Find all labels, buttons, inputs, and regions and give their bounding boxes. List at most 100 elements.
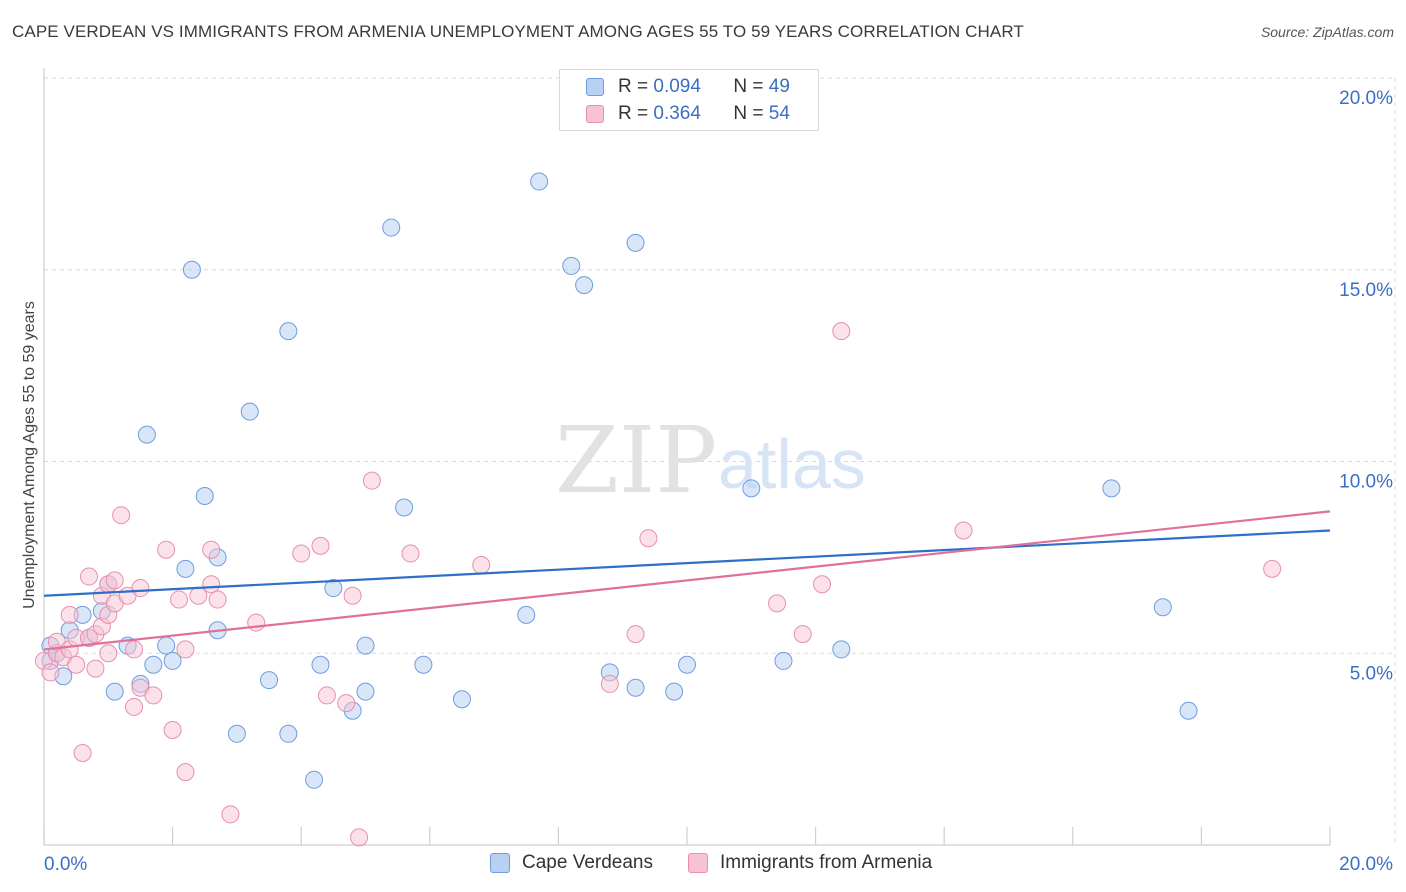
data-point-cape-verdean xyxy=(182,260,201,279)
legend-item-cape-verdeans: Cape Verdeans xyxy=(490,852,653,874)
blue-swatch xyxy=(490,853,510,873)
data-point-armenia xyxy=(813,575,832,594)
data-point-armenia xyxy=(311,536,330,555)
series-legend: Cape Verdeans Immigrants from Armenia xyxy=(0,852,1406,878)
data-point-armenia xyxy=(401,544,420,563)
data-point-cape-verdean xyxy=(157,636,176,655)
data-point-armenia xyxy=(247,613,266,632)
watermark: ZIP atlas xyxy=(555,407,866,514)
data-point-cape-verdean xyxy=(414,655,433,674)
data-point-armenia xyxy=(86,659,105,678)
pink-swatch xyxy=(688,853,708,873)
source-credit: Source: ZipAtlas.com xyxy=(1260,24,1394,40)
data-point-cape-verdean xyxy=(530,172,549,191)
data-point-cape-verdean xyxy=(832,640,851,659)
data-point-cape-verdean xyxy=(105,682,124,701)
data-point-armenia xyxy=(125,640,144,659)
data-point-armenia xyxy=(99,644,118,663)
watermark-atlas: atlas xyxy=(718,425,866,503)
data-point-armenia xyxy=(112,506,131,525)
data-point-armenia xyxy=(343,586,362,605)
data-point-armenia xyxy=(793,625,812,644)
legend-r-label: R = xyxy=(618,103,649,124)
legend-item-armenia: Immigrants from Armenia xyxy=(688,852,932,874)
data-point-cape-verdean xyxy=(279,724,298,743)
x-tick-label-min: 0.0% xyxy=(44,854,87,875)
y-tick-label: 20.0% xyxy=(1339,88,1393,109)
data-point-armenia xyxy=(954,521,973,540)
y-tick-label: 10.0% xyxy=(1339,472,1393,493)
data-point-armenia xyxy=(202,540,221,559)
data-point-armenia xyxy=(639,529,658,548)
data-point-armenia xyxy=(105,571,124,590)
data-point-armenia xyxy=(60,605,79,624)
legend-n-label: N = xyxy=(733,103,764,124)
data-point-cape-verdean xyxy=(774,651,793,670)
data-point-armenia xyxy=(176,763,195,782)
legend-n-label: N = xyxy=(733,76,764,97)
data-point-cape-verdean xyxy=(137,425,156,444)
data-point-armenia xyxy=(144,686,163,705)
legend-label-armenia: Immigrants from Armenia xyxy=(720,852,933,873)
legend-r-value-pink: 0.364 xyxy=(653,103,701,124)
correlation-legend: R = 0.094 N = 49 R = 0.364 N = 54 xyxy=(559,69,819,131)
pink-swatch xyxy=(586,105,604,123)
data-point-armenia xyxy=(125,697,144,716)
data-point-armenia xyxy=(832,322,851,341)
data-point-cape-verdean xyxy=(356,636,375,655)
data-point-cape-verdean xyxy=(324,579,343,598)
data-point-armenia xyxy=(768,594,787,613)
chart-title: CAPE VERDEAN VS IMMIGRANTS FROM ARMENIA … xyxy=(12,22,1024,41)
data-point-cape-verdean xyxy=(1179,701,1198,720)
data-point-cape-verdean xyxy=(665,682,684,701)
legend-row-pink: R = 0.364 N = 54 xyxy=(586,102,790,126)
data-point-cape-verdean xyxy=(395,498,414,517)
x-tick-label-max: 20.0% xyxy=(1339,854,1393,875)
data-point-cape-verdean xyxy=(195,487,214,506)
data-point-cape-verdean xyxy=(176,559,195,578)
data-point-armenia xyxy=(73,743,92,762)
y-tick-label: 15.0% xyxy=(1339,280,1393,301)
data-point-cape-verdean xyxy=(742,479,761,498)
data-point-armenia xyxy=(41,663,60,682)
y-tick-label: 5.0% xyxy=(1350,663,1393,684)
data-point-armenia xyxy=(1263,559,1282,578)
data-point-armenia xyxy=(362,471,381,490)
data-point-cape-verdean xyxy=(311,655,330,674)
data-point-cape-verdean xyxy=(305,770,324,789)
data-point-armenia xyxy=(208,590,227,609)
data-point-armenia xyxy=(176,640,195,659)
data-point-cape-verdean xyxy=(678,655,696,674)
data-point-cape-verdean xyxy=(1153,598,1172,617)
trend-line-cape-verdeans xyxy=(43,529,1331,597)
data-point-cape-verdean xyxy=(562,256,581,275)
data-point-cape-verdean xyxy=(517,605,536,624)
data-point-cape-verdean xyxy=(452,690,471,709)
legend-r-label: R = xyxy=(618,76,649,97)
data-point-armenia xyxy=(67,655,86,674)
blue-swatch xyxy=(586,78,604,96)
data-point-cape-verdean xyxy=(260,671,279,690)
data-point-armenia xyxy=(292,544,311,563)
legend-label-cape-verdeans: Cape Verdeans xyxy=(522,852,653,873)
legend-n-value-blue: 49 xyxy=(768,76,790,97)
data-point-cape-verdean xyxy=(240,402,259,421)
data-point-armenia xyxy=(317,686,336,705)
tick-labels: 20.0% 15.0% 10.0% 5.0% 0.0% 20.0% xyxy=(44,88,1393,875)
data-point-armenia xyxy=(626,625,645,644)
data-point-cape-verdean xyxy=(1102,479,1121,498)
data-point-cape-verdean xyxy=(575,276,594,295)
data-point-cape-verdean xyxy=(626,233,645,252)
watermark-zip: ZIP xyxy=(555,407,717,514)
data-point-armenia xyxy=(157,540,176,559)
data-point-armenia xyxy=(170,590,189,609)
legend-r-value-blue: 0.094 xyxy=(653,76,701,97)
data-point-armenia xyxy=(80,567,99,586)
data-point-armenia xyxy=(337,694,356,713)
data-point-armenia xyxy=(221,805,240,824)
series-armenia xyxy=(35,322,1282,847)
data-point-cape-verdean xyxy=(163,651,182,670)
data-point-armenia xyxy=(600,674,619,693)
y-axis-label: Unemployment Among Ages 55 to 59 years xyxy=(21,301,38,609)
data-point-armenia xyxy=(163,720,182,739)
